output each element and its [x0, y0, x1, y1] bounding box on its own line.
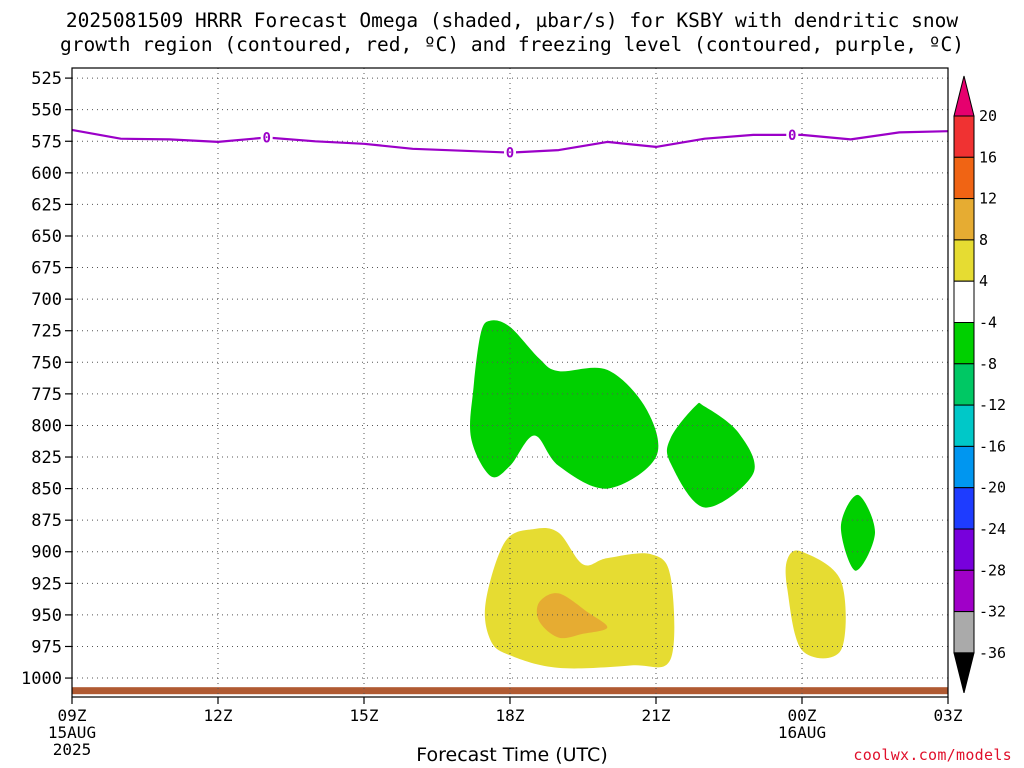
colorbar-box-5: [953, 280, 975, 324]
colorbar-arrow-top: [953, 75, 975, 117]
colorbar-box-1: [953, 115, 975, 158]
y-tick-label-800: 800: [31, 416, 62, 436]
colorbar-box-8: [953, 404, 975, 447]
colorbar-box-9: [953, 445, 975, 489]
colorbar-box-7: [953, 363, 975, 406]
x-axis-label: Forecast Time (UTC): [416, 744, 608, 766]
y-tick-label-875: 875: [31, 511, 62, 531]
omega-region-6: [536, 593, 608, 639]
y-tick-label-725: 725: [31, 322, 62, 342]
colorbar-label-10: -24: [979, 520, 1006, 538]
omega-region-3: [840, 494, 876, 571]
y-tick-label-525: 525: [31, 69, 62, 89]
colorbar-label-1: 16: [979, 148, 997, 166]
colorbar-box-2: [953, 156, 975, 200]
omega-region-5: [785, 550, 846, 659]
y-tick-label-550: 550: [31, 101, 62, 121]
freezing-level-label-bg-2: [504, 144, 516, 160]
x-tick-label-09Z: 09Z: [58, 706, 87, 725]
chart-title-line-1: 2025081509 HRRR Forecast Omega (shaded, …: [65, 9, 959, 32]
y-tick-label-650: 650: [31, 227, 62, 247]
colorbar-label-5: -4: [979, 314, 997, 332]
colorbar-label-2: 12: [979, 190, 997, 208]
freezing-level-label-bg-1: [260, 129, 273, 145]
y-tick-label-700: 700: [31, 290, 62, 310]
colorbar-label-11: -28: [979, 561, 1006, 579]
y-tick-label-575: 575: [31, 132, 62, 152]
freezing-level-label-1: 0: [262, 130, 270, 146]
y-tick-label-950: 950: [31, 606, 62, 626]
terrain-bar: [72, 687, 948, 695]
colorbar-arrow-bottom: [953, 652, 975, 694]
x-tick-label-18Z: 18Z: [496, 706, 525, 725]
omega-region-4: [484, 527, 675, 669]
colorbar-box-3: [953, 198, 975, 241]
x-tick-label-00Z: 00Z: [788, 706, 817, 725]
x-tick-date-09Z: 15AUG: [48, 723, 96, 742]
y-tick-label-825: 825: [31, 448, 62, 468]
colorbar-label-7: -12: [979, 396, 1006, 414]
x-tick-date-00Z: 16AUG: [778, 723, 826, 742]
x-tick-label-03Z: 03Z: [934, 706, 963, 725]
freezing-level-label-bg-3: [786, 126, 799, 142]
y-tick-label-775: 775: [31, 385, 62, 405]
colorbar-label-6: -8: [979, 355, 997, 373]
y-tick-label-750: 750: [31, 353, 62, 373]
colorbar-box-13: [953, 611, 975, 654]
omega-region-1: [470, 320, 659, 489]
colorbar-label-8: -16: [979, 437, 1006, 455]
y-tick-label-925: 925: [31, 574, 62, 594]
site-credit[interactable]: coolwx.com/models: [853, 746, 1012, 764]
colorbar-label-0: 20: [979, 107, 997, 125]
y-tick-label-900: 900: [31, 543, 62, 563]
colorbar-box-10: [953, 487, 975, 530]
freezing-level-label-3: 0: [788, 128, 796, 144]
omega-region-2: [666, 402, 755, 508]
y-tick-label-675: 675: [31, 259, 62, 279]
colorbar-box-4: [953, 239, 975, 282]
x-tick-label-21Z: 21Z: [642, 706, 671, 725]
colorbar-label-13: -36: [979, 644, 1006, 662]
freezing-level-label-2: 0: [506, 146, 514, 162]
y-tick-label-975: 975: [31, 637, 62, 657]
chart-title-line-2: growth region (contoured, red, ºC) and f…: [60, 33, 964, 56]
x-tick-label-15Z: 15Z: [350, 706, 379, 725]
colorbar-label-12: -32: [979, 603, 1006, 621]
colorbar-box-12: [953, 569, 975, 613]
y-tick-label-625: 625: [31, 195, 62, 215]
x-tick-label-12Z: 12Z: [204, 706, 233, 725]
colorbar-label-3: 8: [979, 231, 988, 249]
colorbar-box-6: [953, 322, 975, 365]
y-tick-label-1000: 1000: [21, 669, 62, 689]
y-tick-label-850: 850: [31, 480, 62, 500]
x-tick-year-09Z: 2025: [53, 740, 92, 759]
colorbar-box-11: [953, 528, 975, 571]
colorbar-label-4: 4: [979, 272, 988, 290]
y-tick-label-600: 600: [31, 164, 62, 184]
colorbar-label-9: -20: [979, 479, 1006, 497]
